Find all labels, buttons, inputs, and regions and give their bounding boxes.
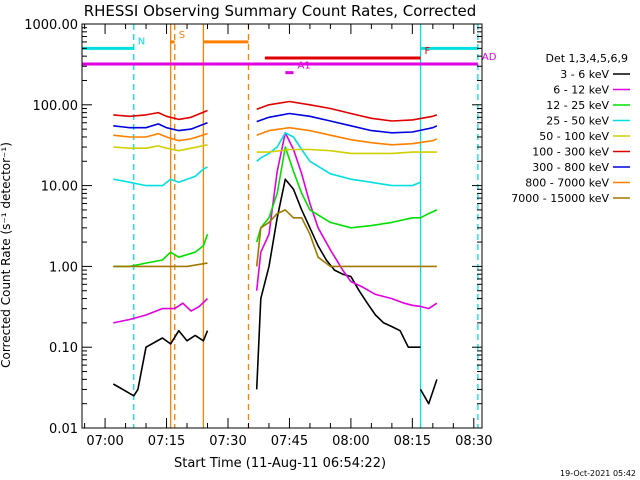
x-tick-label: 08:00 (332, 434, 369, 449)
legend: Det 1,3,4,5,6,9 3 - 6 keV 6 - 12 keV 12 - 2… (511, 52, 630, 205)
series-line (112, 178, 438, 405)
series-line (113, 144, 437, 155)
axes: 0.01 0.10 1.00 10.00 100.00 1000.00 07:00 07:15… (24, 18, 492, 449)
legend-label: 7000 - 15000 keV (511, 192, 609, 205)
legend-label: 25 - 50 keV (546, 115, 609, 128)
axes-frame (81, 23, 483, 429)
chart-title: RHESSI Observing Summary Count Rates, Co… (84, 2, 477, 20)
state-bar-label: S (179, 30, 185, 41)
x-tick-label: 08:30 (455, 434, 492, 449)
plot-area (82, 24, 482, 428)
series-line (113, 146, 438, 268)
series-lines (112, 100, 438, 405)
y-tick-label: 100.00 (33, 99, 79, 114)
y-axis-label: Corrected Count Rate (s⁻¹ detector⁻¹) (0, 142, 13, 368)
x-tick-label: 07:15 (148, 434, 185, 449)
state-bar-label: N (138, 36, 145, 47)
legend-label: 12 - 25 keV (546, 99, 609, 112)
legend-header: Det 1,3,4,5,6,9 (545, 52, 628, 65)
y-tick-label: 1000.00 (24, 18, 78, 33)
x-tick-label: 08:15 (394, 434, 431, 449)
state-bar-label: A1 (298, 61, 311, 72)
x-axis-label: Start Time (11-Aug-11 06:54:22) (174, 456, 386, 471)
series-line (113, 209, 437, 268)
x-tick-label: 07:30 (209, 434, 246, 449)
y-tick-label: 10.00 (41, 180, 78, 195)
series-line (113, 100, 438, 122)
legend-label: 3 - 6 keV (560, 68, 609, 81)
series-line (113, 126, 438, 146)
legend-label: 6 - 12 keV (553, 84, 609, 97)
y-tick-label: 0.01 (49, 422, 78, 437)
state-bar-label: AD (482, 52, 497, 63)
vertical-markers (133, 24, 479, 428)
y-tick-label: 0.10 (49, 341, 78, 356)
date-stamp: 19-Oct-2021 05:42 (560, 469, 636, 478)
legend-label: 800 - 7000 keV (525, 177, 609, 190)
state-bar-label: F (425, 46, 431, 57)
legend-label: 50 - 100 keV (539, 130, 609, 143)
attenuator-bars: N S F AD A1 (82, 30, 497, 75)
x-tick-label: 07:45 (271, 434, 308, 449)
y-tick-label: 1.00 (49, 260, 78, 275)
legend-label: 300 - 800 keV (532, 161, 609, 174)
series-line (113, 132, 438, 324)
x-tick-label: 07:00 (86, 434, 123, 449)
legend-label: 100 - 300 keV (532, 146, 609, 159)
series-line (113, 112, 438, 134)
